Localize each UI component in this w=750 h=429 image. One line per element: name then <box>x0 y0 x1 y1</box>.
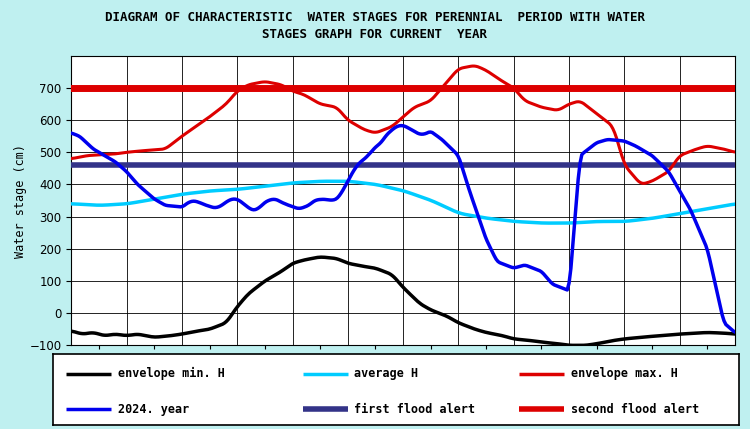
Text: DIAGRAM OF CHARACTERISTIC  WATER STAGES FOR PERENNIAL  PERIOD WITH WATER
STAGES : DIAGRAM OF CHARACTERISTIC WATER STAGES F… <box>105 11 645 41</box>
Text: second flood alert: second flood alert <box>571 403 699 416</box>
Text: first flood alert: first flood alert <box>355 403 476 416</box>
Text: average H: average H <box>355 367 419 380</box>
Text: envelope max. H: envelope max. H <box>571 367 677 380</box>
Text: 2024. year: 2024. year <box>118 403 189 416</box>
Y-axis label: Water stage (cm): Water stage (cm) <box>13 144 27 257</box>
Text: envelope min. H: envelope min. H <box>118 367 224 380</box>
